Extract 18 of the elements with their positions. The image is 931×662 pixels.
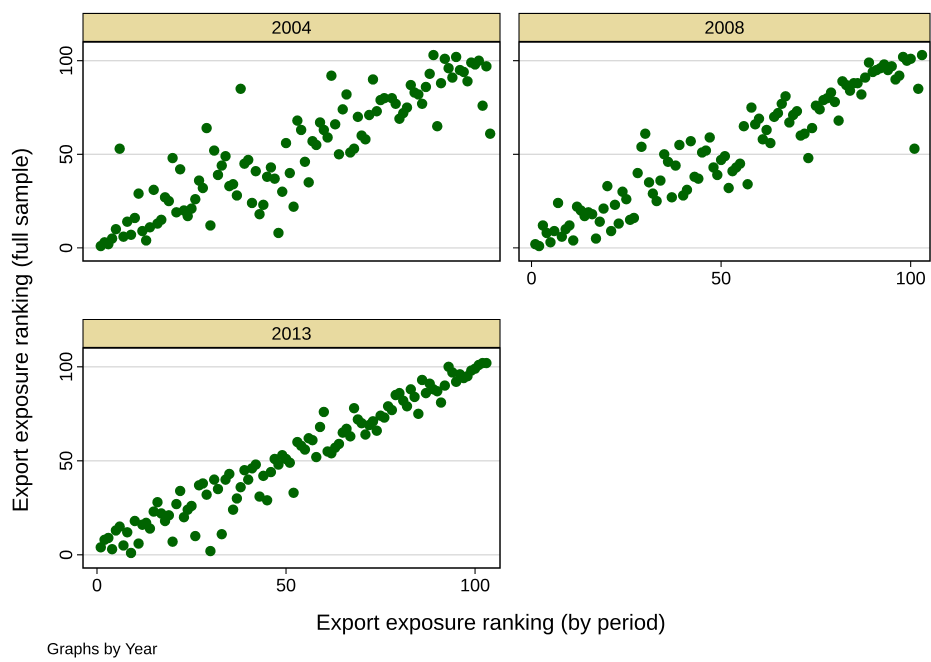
y-tick-label: 100	[60, 352, 72, 380]
x-tick-label: 0	[92, 578, 102, 592]
y-tick-label: 50	[60, 145, 72, 164]
y-tick-label: 0	[60, 550, 72, 560]
text: Graphs by Year	[48, 642, 158, 658]
chart-title: 2008	[705, 21, 744, 34]
y-tick-label: 0	[60, 244, 72, 252]
chart-title: 2013	[272, 327, 311, 340]
x-tick-label: 0	[527, 272, 536, 284]
x-tick-label: 50	[276, 578, 296, 592]
y-axis-title: Export exposure ranking (full sample)	[12, 149, 32, 510]
chart-title: 2004	[272, 21, 312, 34]
x-tick-label: 100	[461, 578, 490, 592]
x-axis-title: Export exposure ranking (by period)	[318, 614, 664, 634]
y-tick-label: 50	[60, 452, 72, 470]
x-tick-label: 50	[712, 272, 730, 284]
x-tick-label: 100	[897, 272, 925, 284]
y-tick-label: 100	[60, 46, 72, 74]
